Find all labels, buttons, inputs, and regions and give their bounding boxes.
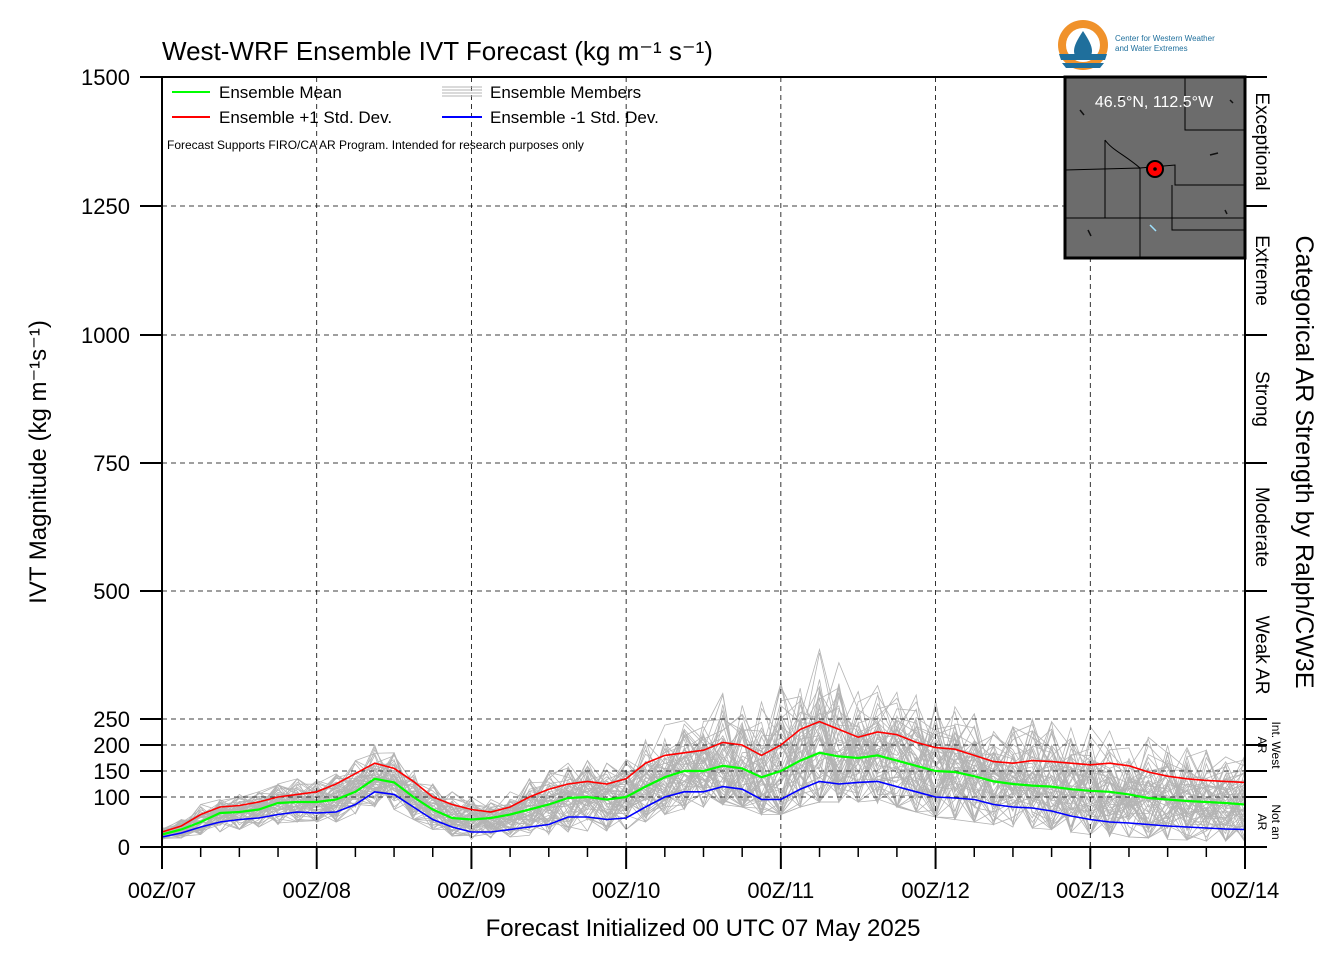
- y-tick-label: 1000: [81, 323, 130, 348]
- y-tick-label: 1250: [81, 194, 130, 219]
- legend-label-mean: Ensemble Mean: [219, 83, 342, 102]
- ensemble-member-line: [161, 696, 1246, 840]
- x-tick-label: 00Z/07: [128, 878, 197, 903]
- y-tick-label: 100: [93, 785, 130, 810]
- category-label-small: Int. West: [1269, 721, 1283, 769]
- research-note: Forecast Supports FIRO/CA AR Program. In…: [167, 138, 584, 152]
- category-label-small: Not an: [1269, 804, 1283, 839]
- ensemble-member-line: [161, 704, 1246, 842]
- legend-label-minus-std: Ensemble -1 Std. Dev.: [490, 108, 659, 127]
- y-tick-label: 500: [93, 579, 130, 604]
- y-tick-label: 750: [93, 451, 130, 476]
- legend-label-plus-std: Ensemble +1 Std. Dev.: [219, 108, 392, 127]
- ensemble-member-line: [161, 705, 1246, 831]
- legend-label-members: Ensemble Members: [490, 83, 641, 102]
- category-label-small: AR: [1255, 737, 1269, 754]
- category-label: Extreme: [1251, 235, 1272, 306]
- y-axis-title: IVT Magnitude (kg m⁻¹s⁻¹): [25, 320, 52, 604]
- x-tick-label: 00Z/12: [901, 878, 970, 903]
- logo-text-line2: and Water Extremes: [1115, 44, 1188, 53]
- ensemble-member-line: [161, 720, 1246, 843]
- right-axis-title: Categorical AR Strength by Ralph/CW3E: [1290, 236, 1318, 689]
- x-tick-label: 00Z/09: [437, 878, 506, 903]
- legend: Ensemble Mean Ensemble +1 Std. Dev. Ense…: [167, 83, 659, 152]
- ar-category-layer: Exceptional Extreme Strong Moderate Weak AR I…: [1251, 92, 1283, 839]
- y-tick-label: 200: [93, 733, 130, 758]
- y-tick-label: 1500: [81, 65, 130, 90]
- logo-text-line1: Center for Western Weather: [1115, 34, 1215, 43]
- ensemble-member-line: [161, 716, 1246, 840]
- inset-location-label: 46.5°N, 112.5°W: [1095, 94, 1214, 111]
- water-drop-icon: [1074, 31, 1092, 60]
- x-tick-label: 00Z/14: [1211, 878, 1280, 903]
- category-label: Weak AR: [1251, 616, 1272, 695]
- category-label: Moderate: [1251, 487, 1272, 567]
- x-tick-label: 00Z/11: [747, 878, 814, 903]
- legend-swatch-members: [442, 86, 482, 97]
- chart-title: West-WRF Ensemble IVT Forecast (kg m⁻¹ s…: [162, 36, 713, 66]
- category-label-small: AR: [1255, 814, 1269, 831]
- x-tick-label: 00Z/10: [592, 878, 661, 903]
- category-label: Strong: [1251, 371, 1272, 427]
- x-tick-label: 00Z/08: [282, 878, 351, 903]
- x-tick-label: 00Z/13: [1056, 878, 1125, 903]
- y-tick-label: 150: [93, 759, 130, 784]
- cw3e-logo: Center for Western Weather and Water Ext…: [1058, 20, 1215, 70]
- y-tick-label: 0: [118, 835, 130, 860]
- series-line-plus-std: [161, 720, 1246, 833]
- ensemble-member-line: [161, 720, 1246, 836]
- inset-map: 46.5°N, 112.5°W: [1063, 75, 1247, 260]
- series-layer: [161, 720, 1246, 838]
- series-line-minus-std: [161, 780, 1246, 838]
- ensemble-member-line: [161, 690, 1246, 836]
- category-label: Exceptional: [1251, 92, 1272, 190]
- ensemble-member-line: [161, 652, 1246, 835]
- ensemble-member-line: [161, 721, 1246, 838]
- x-axis-title: Forecast Initialized 00 UTC 07 May 2025: [486, 915, 921, 942]
- y-tick-label: 250: [93, 707, 130, 732]
- ensemble-member-line: [161, 724, 1246, 840]
- series-line-mean: [161, 751, 1246, 836]
